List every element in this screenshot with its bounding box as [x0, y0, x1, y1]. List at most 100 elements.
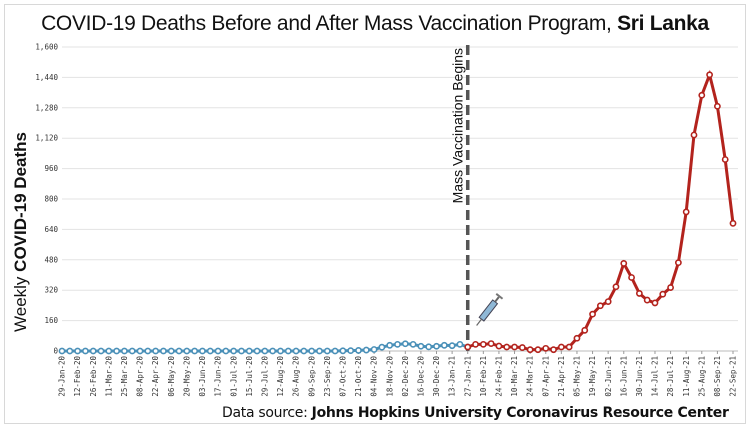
x-tick-label: 03-Jun-20: [198, 356, 207, 397]
x-tick-label: 09-Sep-20: [307, 356, 316, 397]
data-point: [472, 340, 479, 348]
data-point: [526, 346, 534, 354]
x-tick-label: 11-Aug-21: [682, 356, 691, 397]
x-tick-label: 13-Jan-21: [448, 356, 457, 397]
title-country: Sri Lanka: [617, 12, 709, 35]
data-point: [160, 347, 167, 355]
data-point: [378, 343, 386, 351]
data-point: [199, 347, 206, 355]
x-tick-label: 07-Apr-21: [541, 356, 550, 397]
data-point: [573, 334, 581, 342]
y-axis-label-prefix: Weekly: [11, 276, 30, 332]
x-tick-label: 20-May-20: [182, 356, 191, 397]
x-tick-label: 16-Dec-20: [417, 356, 426, 397]
data-point: [362, 346, 370, 354]
data-point: [698, 91, 706, 99]
data-point: [82, 347, 89, 355]
data-point: [550, 346, 557, 354]
data-point: [589, 310, 596, 318]
data-point: [245, 347, 253, 355]
y-tick-label: 960: [44, 164, 58, 173]
x-tick-label: 22-Apr-20: [151, 356, 160, 397]
vaccination-label: Mass Vaccination Begins: [450, 48, 466, 203]
data-point: [105, 347, 113, 355]
x-tick-label: 27-Jan-21: [463, 356, 472, 397]
x-tick-label: 25-Mar-20: [120, 356, 129, 397]
data-point: [604, 298, 612, 305]
data-point: [667, 284, 674, 291]
x-tick-label: 25-Aug-21: [697, 356, 706, 397]
chart-frame: [4, 4, 746, 424]
data-point: [682, 208, 690, 216]
x-tick-label: 08-Apr-20: [136, 356, 145, 397]
x-tick-label: 18-Nov-20: [385, 356, 394, 397]
x-tick-label: 29-Jan-20: [58, 356, 67, 397]
x-tick-label: 12-Aug-20: [276, 356, 285, 397]
data-point: [643, 296, 651, 304]
data-point: [167, 347, 175, 355]
data-point: [409, 340, 417, 348]
data-point: [635, 290, 643, 297]
data-point: [300, 347, 308, 355]
y-axis-label-bold: COVID-19 Deaths: [11, 132, 30, 272]
data-point: [651, 299, 659, 307]
data-point: [284, 347, 292, 355]
data-point: [456, 340, 464, 348]
y-tick-label: 160: [44, 316, 58, 325]
data-point: [183, 347, 191, 355]
x-tick-label: 10-Mar-21: [510, 356, 519, 397]
data-point: [292, 347, 300, 355]
data-point: [74, 347, 82, 355]
data-point: [542, 344, 550, 352]
x-tick-label: 21-Apr-21: [557, 356, 566, 397]
x-tick-label: 19-May-21: [588, 356, 597, 397]
data-point: [612, 283, 620, 291]
data-point: [66, 347, 74, 355]
data-point: [620, 260, 628, 267]
x-tick-label: 06-May-20: [167, 356, 176, 397]
data-point: [308, 347, 316, 355]
x-tick-label: 26-Feb-20: [89, 356, 98, 397]
source-prefix: Data source:: [222, 405, 308, 421]
x-tick-label: 15-Jul-20: [245, 356, 254, 397]
data-point: [690, 131, 698, 139]
data-point: [581, 326, 589, 334]
data-point: [238, 347, 245, 355]
data-point: [113, 347, 121, 355]
data-point: [433, 342, 440, 350]
data-point: [206, 347, 214, 355]
data-point: [339, 347, 347, 355]
y-tick-label: 640: [44, 225, 58, 234]
y-tick-label: 480: [44, 255, 58, 264]
x-tick-label: 05-May-21: [573, 356, 582, 397]
data-point: [721, 156, 729, 163]
y-tick-label: 320: [44, 286, 58, 295]
data-point: [323, 347, 331, 355]
x-tick-label: 28-Jul-21: [666, 356, 675, 397]
data-point: [347, 347, 355, 355]
x-tick-label: 30-Dec-20: [432, 356, 441, 397]
data-point: [479, 340, 487, 348]
data-point: [175, 347, 183, 355]
x-tick-label: 22-Sep-21: [729, 356, 738, 397]
data-point: [222, 347, 230, 355]
data-point: [89, 347, 97, 355]
x-tick-label: 02-Dec-20: [401, 356, 410, 397]
data-point: [191, 347, 199, 355]
data-point: [58, 347, 66, 355]
x-tick-label: 10-Feb-21: [479, 356, 488, 397]
x-tick-label: 21-Oct-20: [354, 356, 363, 397]
y-tick-label: 1,120: [35, 134, 58, 143]
data-point: [495, 342, 503, 350]
x-tick-label: 26-Aug-20: [292, 356, 301, 397]
x-tick-label: 17-Jun-20: [214, 356, 223, 397]
chart-title: COVID-19 Deaths Before and After Mass Va…: [0, 12, 750, 36]
y-tick-label: 1,440: [35, 73, 58, 82]
data-point: [596, 302, 604, 310]
data-point: [394, 340, 401, 348]
data-point: [448, 342, 456, 350]
x-tick-label: 14-Jul-21: [651, 356, 660, 397]
data-point: [269, 347, 277, 355]
x-tick-label: 24-Feb-21: [495, 356, 504, 397]
